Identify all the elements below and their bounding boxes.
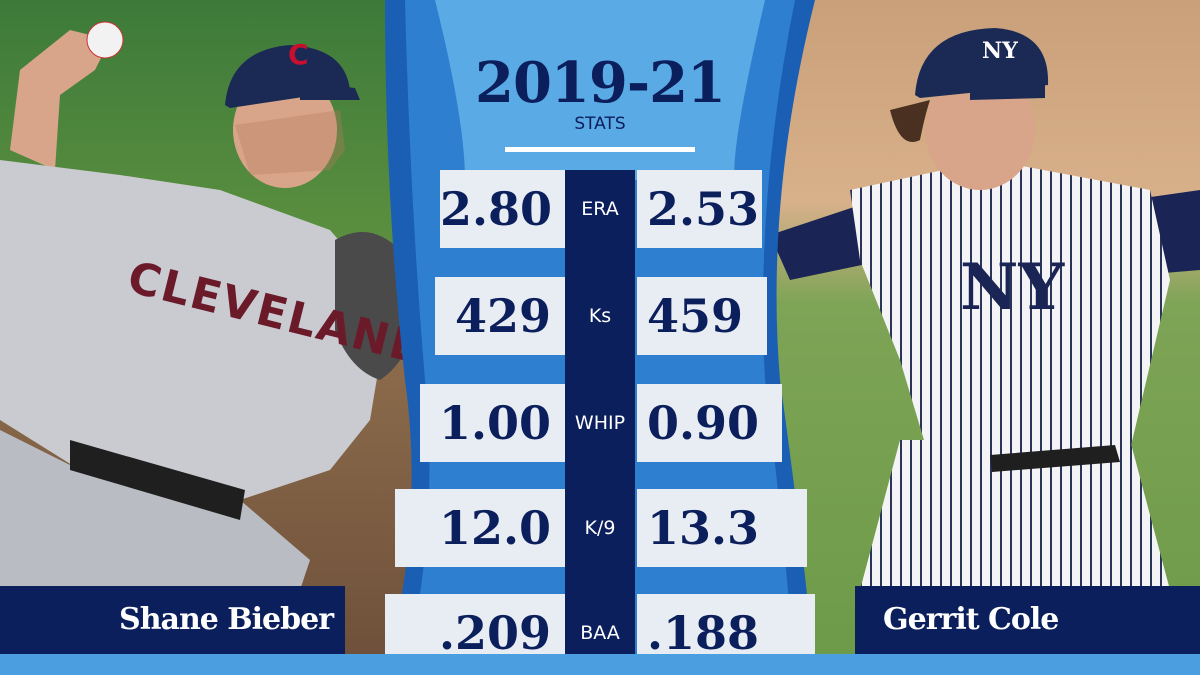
title-stats: STATS	[574, 114, 626, 134]
right-name-bar: Gerrit Cole	[855, 586, 1200, 654]
stat-label: Ks	[588, 305, 612, 327]
stat-row-era: 2.80 ERA 2.53	[385, 170, 815, 248]
left-player-name: Shane Bieber	[119, 602, 334, 637]
cap-logo: C	[288, 38, 309, 71]
title-years: 2019-21	[474, 50, 726, 116]
stat-label: K/9	[584, 517, 616, 539]
jersey-team-logo: NY	[960, 250, 1065, 325]
stat-row-ks: 429 Ks 459	[385, 277, 815, 355]
stat-label: BAA	[580, 622, 620, 644]
right-player-photo: NY NY	[770, 0, 1200, 590]
left-name-bar: Shane Bieber	[0, 586, 345, 654]
right-stat-value: 459	[637, 277, 767, 355]
stat-label: ERA	[581, 198, 619, 220]
right-stat-value: 2.53	[637, 170, 762, 248]
label-column	[565, 170, 635, 675]
left-stat-value: 1.00	[420, 384, 565, 462]
bottom-strip	[0, 654, 1200, 675]
left-stat-value: 12.0	[395, 489, 565, 567]
title-underline	[505, 147, 695, 152]
right-player-name: Gerrit Cole	[883, 602, 1059, 637]
stat-row-whip: 1.00 WHIP 0.90	[385, 384, 815, 462]
stat-label: WHIP	[574, 412, 626, 434]
cap-logo: NY	[982, 38, 1018, 64]
stats-panel: 2019-21 STATS 2.80 ERA 2.53 429 Ks 459 1…	[385, 0, 815, 675]
left-stat-value: 429	[435, 277, 565, 355]
left-stat-value: 2.80	[440, 170, 565, 248]
right-stat-value: 0.90	[637, 384, 782, 462]
stat-row-k9: 12.0 K/9 13.3	[385, 489, 815, 567]
right-stat-value: 13.3	[637, 489, 807, 567]
left-player-photo: C CLEVELAND	[0, 0, 440, 590]
